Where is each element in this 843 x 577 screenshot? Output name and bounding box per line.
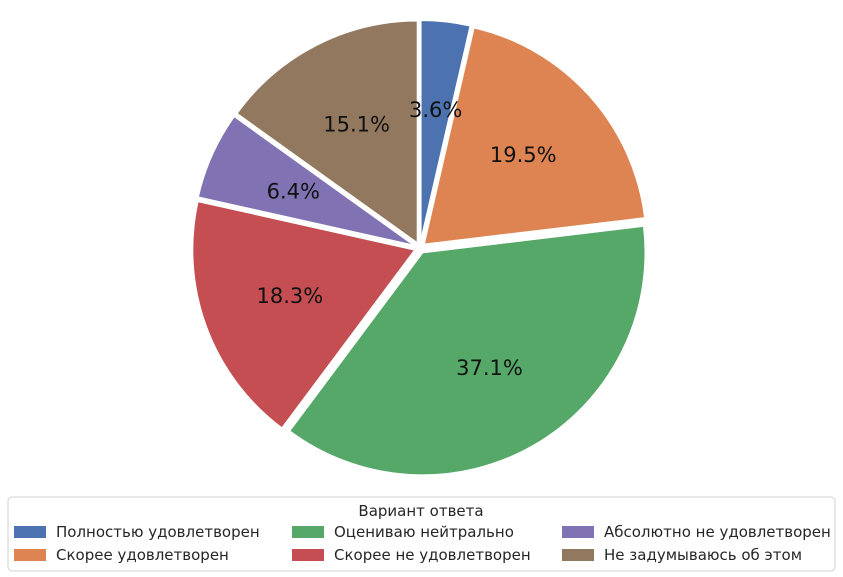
pie-slice-2 <box>422 26 647 246</box>
pie-slice-label-1: 3.6% <box>409 98 462 122</box>
legend: Вариант ответа Полностью удовлетворен Ско… <box>7 496 836 572</box>
legend-label-3: Оцениваю нейтрально <box>334 523 514 541</box>
legend-swatch-1 <box>14 526 46 538</box>
pie-slice-1 <box>419 19 472 244</box>
pie-slice-6 <box>235 19 419 246</box>
pie-slice-4 <box>191 199 418 430</box>
pie-slice-label-4: 18.3% <box>256 284 323 308</box>
legend-frame <box>7 496 836 572</box>
legend-swatch-5 <box>562 526 594 538</box>
legend-label-2: Скорее удовлетворен <box>56 546 229 564</box>
legend-swatch-6 <box>562 549 594 561</box>
legend-label-1: Полностью удовлетворен <box>56 523 260 541</box>
pie-slice-3 <box>287 224 647 477</box>
pie-percent-labels: 3.6% 19.5% 37.1% 18.3% 6.4% 15.1% <box>256 98 556 380</box>
legend-label-4: Скорее не удовлетворен <box>334 546 531 564</box>
legend-title: Вариант ответа <box>358 502 483 520</box>
legend-swatch-4 <box>292 549 324 561</box>
legend-items: Полностью удовлетворен Скорее удовлетворе… <box>14 523 831 564</box>
pie-slice-label-3: 37.1% <box>456 356 523 380</box>
pie-slice-label-5: 6.4% <box>267 179 320 203</box>
legend-swatch-2 <box>14 549 46 561</box>
legend-label-6: Не задумываюсь об этом <box>604 546 802 564</box>
pie-slice-label-2: 19.5% <box>490 143 557 167</box>
pie-slices <box>191 19 647 477</box>
legend-swatch-3 <box>292 526 324 538</box>
pie-slice-label-6: 15.1% <box>323 113 390 137</box>
pie-slice-5 <box>196 114 417 247</box>
legend-label-5: Абсолютно не удовлетворен <box>604 523 831 541</box>
